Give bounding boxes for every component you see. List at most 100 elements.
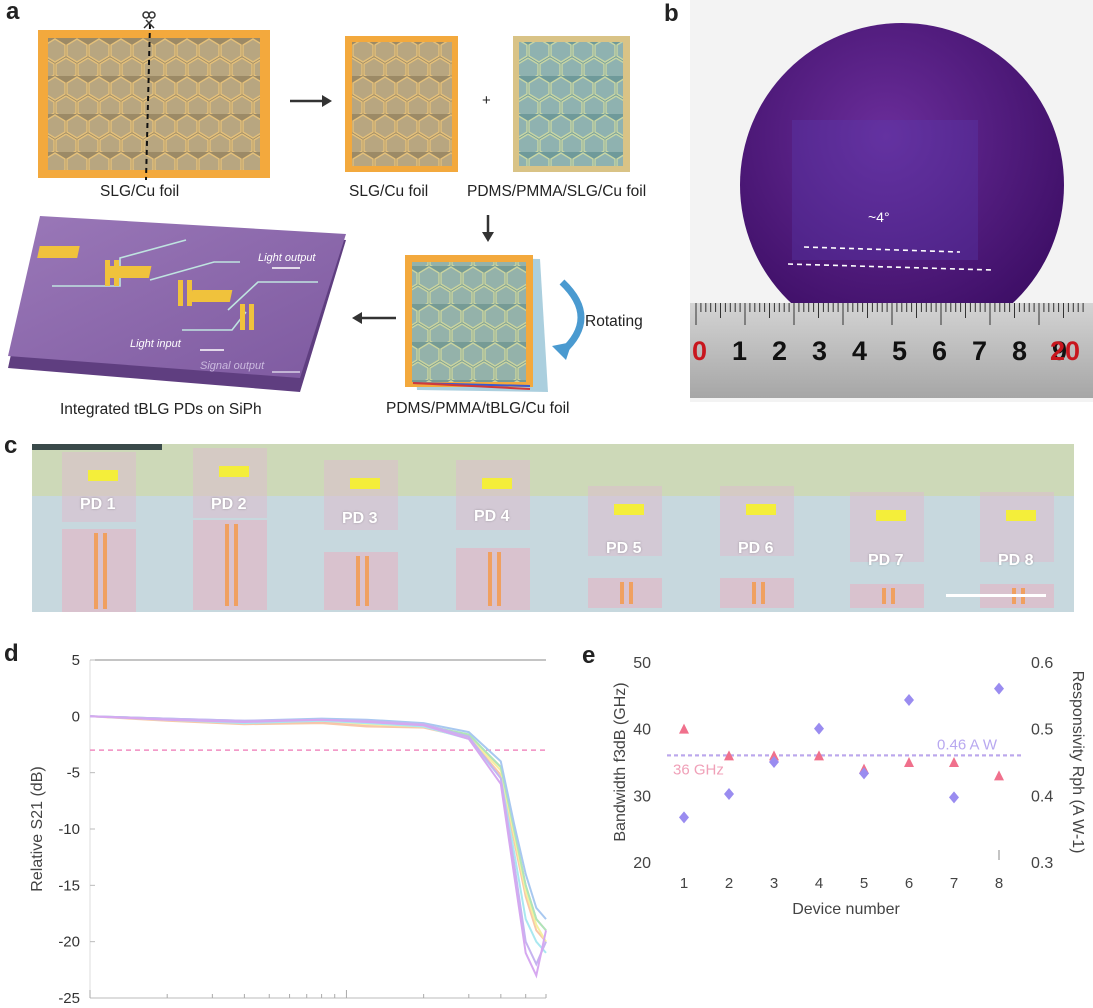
chart-bandwidth-responsivity: 20 30 40 50 0.3 0.4 0.5 0.6 1 2 3 4 5 6 7 8 36 GHz 0.46 A… (612, 655, 1086, 918)
pd-label: PD 7 (868, 552, 904, 569)
y-tick-label: -10 (58, 821, 80, 838)
series-line-pd8 (89, 715, 547, 979)
pd-electrode (629, 582, 633, 604)
pd-label: PD 8 (998, 552, 1034, 569)
x-tick-label: 4 (815, 875, 823, 892)
pd-contact-region (456, 460, 530, 530)
responsivity-point (949, 791, 959, 804)
ruler-ticks (695, 303, 1084, 325)
pd-electrode (620, 582, 624, 604)
responsivity-point (859, 767, 869, 780)
pd-electrode (497, 552, 501, 606)
ruler-number: 8 (1012, 336, 1028, 366)
caption-slg-cu-foil-left: SLG/Cu foil (100, 183, 180, 200)
y-axis-label: Bandwidth f3dB (GHz) (612, 682, 629, 841)
pd-device-region (193, 520, 267, 610)
pd-electrode (488, 552, 492, 606)
pd-pad (1006, 510, 1036, 521)
bandwidth-point (769, 750, 779, 761)
pd-pad (876, 510, 906, 521)
responsivity-point (904, 694, 914, 706)
bandwidth-point (904, 757, 914, 767)
x-tick-label: 2 (725, 875, 733, 892)
light-input-label: Light input (130, 338, 181, 350)
pd-device-region (456, 548, 530, 610)
reference-label: 36 GHz (673, 761, 724, 778)
pd-contact-region (324, 460, 398, 530)
x-tick-label: 3 (770, 875, 778, 892)
pd-electrode (891, 588, 895, 604)
y-tick-label: -25 (58, 990, 80, 1007)
pd-electrode (365, 556, 369, 606)
pd-electrode (356, 556, 360, 606)
plus-sign: + (482, 92, 491, 109)
pd-electrode (103, 533, 107, 609)
y-tick-label: 30 (633, 788, 651, 805)
ruler-number: 2 (772, 336, 788, 366)
ruler-number: 3 (812, 336, 828, 366)
pd-contact-region (588, 486, 662, 556)
pd-pad (219, 466, 249, 477)
pd-device-region (588, 578, 662, 608)
pd-electrode (234, 524, 238, 606)
bandwidth-point (994, 770, 1004, 781)
pd-label: PD 5 (606, 540, 642, 557)
x-tick-label: 5 (860, 875, 868, 892)
pd-pad (482, 478, 512, 489)
pd-label: PD 6 (738, 540, 774, 557)
y-tick-label: -15 (58, 877, 80, 894)
x-tick-label: 1 (680, 875, 688, 892)
x-tick-label: 1 (86, 1005, 94, 1008)
bandwidth-point (814, 750, 824, 761)
panel-label-e: e (582, 642, 596, 669)
responsivity-point (724, 788, 734, 800)
pd-electrode (761, 582, 765, 604)
y-tick-label: 0 (72, 708, 80, 725)
pd-label: PD 4 (474, 508, 510, 525)
y-tick-label: 20 (633, 855, 651, 872)
caption-pdms-pmma-tblg: PDMS/PMMA/tBLG/Cu foil (386, 400, 570, 417)
light-output-label: Light output (258, 252, 316, 264)
pd-contact-region (193, 448, 267, 518)
pd-device-region (324, 552, 398, 610)
scale-bar (946, 594, 1046, 597)
arrow-down-icon (482, 215, 494, 242)
panel-label-b: b (664, 0, 679, 27)
pd-contact-region (720, 486, 794, 556)
caption-slg-cu-foil-mid: SLG/Cu foil (349, 183, 429, 200)
siph-chip (8, 216, 346, 392)
chart-s21: 50-5-10-15-20-25110PD 1PD 2PD 3PD 4PD 5P… (29, 652, 547, 1008)
ruler-number: 5 (892, 336, 908, 366)
y-tick-label: 50 (633, 655, 651, 672)
x-tick-label: 7 (950, 875, 958, 892)
sheet-slg-cu-half (345, 36, 458, 172)
ruler-numbers: 0 1 2 3 4 5 6 7 8 9 20 (690, 336, 1093, 376)
cut-line (145, 23, 151, 181)
pd-device-region (850, 584, 924, 608)
ruler-number: 7 (972, 336, 988, 366)
rotate-arrow-icon (552, 279, 585, 360)
pd-contact-region (850, 492, 924, 562)
y2-tick-label: 0.5 (1031, 722, 1053, 739)
angle-label: ~4° (868, 209, 890, 225)
pd-pad (614, 504, 644, 515)
panel-label-d: d (4, 640, 19, 667)
sheet-pdms-pmma-slg (513, 36, 630, 172)
reference-label: 0.46 A W (937, 736, 998, 753)
y2-tick-label: 0.4 (1031, 788, 1053, 805)
ruler-number: 4 (852, 336, 868, 366)
pd-device-region (62, 529, 136, 612)
series-line-pd7 (89, 715, 547, 967)
responsivity-point (994, 682, 1004, 695)
bandwidth-point (679, 723, 689, 734)
ruler-number: 6 (932, 336, 948, 366)
y2-tick-label: 0.6 (1031, 655, 1053, 672)
rotating-label: Rotating (585, 313, 643, 330)
signal-output-label: Signal output (200, 360, 265, 372)
responsivity-point (679, 811, 689, 824)
y-tick-label: 40 (633, 722, 651, 739)
pd-electrode (882, 588, 886, 604)
pd-device-region (720, 578, 794, 608)
wafer (740, 23, 1064, 347)
y-axis-label: Relative S21 (dB) (29, 766, 46, 891)
